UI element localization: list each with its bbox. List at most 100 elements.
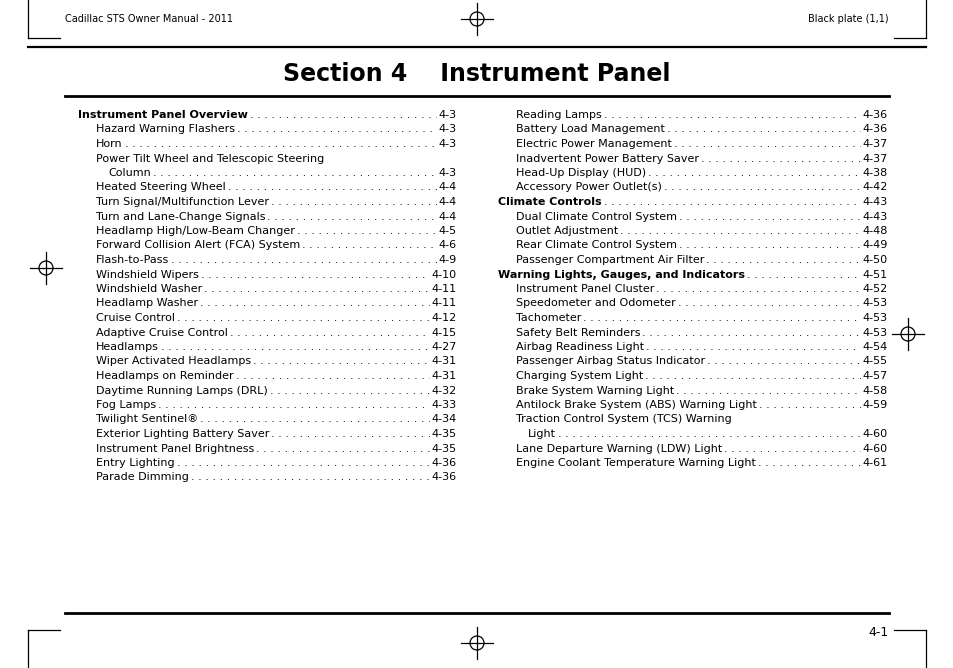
Text: . . . . . . . . . . . . . . . . . . . . . . . . . . . . . . . . . . . . . . . . : . . . . . . . . . . . . . . . . . . . . … [200,299,953,309]
Text: . . . . . . . . . . . . . . . . . . . . . . . . . . . . . . . . . . . . . . . . : . . . . . . . . . . . . . . . . . . . . … [679,240,953,250]
Text: Accessory Power Outlet(s): Accessory Power Outlet(s) [516,182,661,192]
Text: 4-11: 4-11 [432,299,456,309]
Text: . . . . . . . . . . . . . . . . . . . . . . . . . . . . . . . . . . . . . . . . : . . . . . . . . . . . . . . . . . . . . … [558,429,953,439]
Text: Reading Lamps: Reading Lamps [516,110,601,120]
Text: . . . . . . . . . . . . . . . . . . . . . . . . . . . . . . . . . . . . . . . . : . . . . . . . . . . . . . . . . . . . . … [125,139,953,149]
Text: . . . . . . . . . . . . . . . . . . . . . . . . . . . . . . . . . . . . . . . . : . . . . . . . . . . . . . . . . . . . . … [705,255,953,265]
Text: . . . . . . . . . . . . . . . . . . . . . . . . . . . . . . . . . . . . . . . . : . . . . . . . . . . . . . . . . . . . . … [677,299,953,309]
Text: Cadillac STS Owner Manual - 2011: Cadillac STS Owner Manual - 2011 [65,14,233,24]
Text: . . . . . . . . . . . . . . . . . . . . . . . . . . . . . . . . . . . . . . . . : . . . . . . . . . . . . . . . . . . . . … [176,458,953,468]
Text: . . . . . . . . . . . . . . . . . . . . . . . . . . . . . . . . . . . . . . . . : . . . . . . . . . . . . . . . . . . . . … [583,313,953,323]
Text: . . . . . . . . . . . . . . . . . . . . . . . . . . . . . . . . . . . . . . . . : . . . . . . . . . . . . . . . . . . . . … [250,110,953,120]
Text: 4-53: 4-53 [862,299,887,309]
Text: . . . . . . . . . . . . . . . . . . . . . . . . . . . . . . . . . . . . . . . . : . . . . . . . . . . . . . . . . . . . . … [645,342,953,352]
Text: Entry Lighting: Entry Lighting [96,458,174,468]
Text: 4-5: 4-5 [438,226,456,236]
Text: Speedometer and Odometer: Speedometer and Odometer [516,299,675,309]
Text: 4-36: 4-36 [432,458,456,468]
Text: 4-60: 4-60 [862,429,887,439]
Text: Headlamp Washer: Headlamp Washer [96,299,198,309]
Text: 4-53: 4-53 [862,313,887,323]
Text: . . . . . . . . . . . . . . . . . . . . . . . . . . . . . . . . . . . . . . . . : . . . . . . . . . . . . . . . . . . . . … [228,182,953,192]
Text: . . . . . . . . . . . . . . . . . . . . . . . . . . . . . . . . . . . . . . . . : . . . . . . . . . . . . . . . . . . . . … [172,255,953,265]
Text: 4-11: 4-11 [432,284,456,294]
Text: 4-53: 4-53 [862,327,887,337]
Text: . . . . . . . . . . . . . . . . . . . . . . . . . . . . . . . . . . . . . . . . : . . . . . . . . . . . . . . . . . . . . … [706,357,953,367]
Text: . . . . . . . . . . . . . . . . . . . . . . . . . . . . . . . . . . . . . . . . : . . . . . . . . . . . . . . . . . . . . … [663,182,953,192]
Text: Windshield Washer: Windshield Washer [96,284,202,294]
Text: . . . . . . . . . . . . . . . . . . . . . . . . . . . . . . . . . . . . . . . . : . . . . . . . . . . . . . . . . . . . . … [679,212,953,222]
Text: . . . . . . . . . . . . . . . . . . . . . . . . . . . . . . . . . . . . . . . . : . . . . . . . . . . . . . . . . . . . . … [302,240,953,250]
Text: 4-4: 4-4 [438,212,456,222]
Text: Parade Dimming: Parade Dimming [96,472,189,482]
Text: Dual Climate Control System: Dual Climate Control System [516,212,677,222]
Text: 4-61: 4-61 [862,458,887,468]
Text: 4-1: 4-1 [868,627,888,639]
Text: Flash-to-Pass: Flash-to-Pass [96,255,169,265]
Text: 4-3: 4-3 [438,168,456,178]
Text: Rear Climate Control System: Rear Climate Control System [516,240,677,250]
Text: Climate Controls: Climate Controls [497,197,601,207]
Text: Exterior Lighting Battery Saver: Exterior Lighting Battery Saver [96,429,269,439]
Text: . . . . . . . . . . . . . . . . . . . . . . . . . . . . . . . . . . . . . . . . : . . . . . . . . . . . . . . . . . . . . … [204,284,953,294]
Text: . . . . . . . . . . . . . . . . . . . . . . . . . . . . . . . . . . . . . . . . : . . . . . . . . . . . . . . . . . . . . … [253,357,953,367]
Text: . . . . . . . . . . . . . . . . . . . . . . . . . . . . . . . . . . . . . . . . : . . . . . . . . . . . . . . . . . . . . … [641,327,953,337]
Text: . . . . . . . . . . . . . . . . . . . . . . . . . . . . . . . . . . . . . . . . : . . . . . . . . . . . . . . . . . . . . … [758,400,953,410]
Text: 4-3: 4-3 [438,124,456,134]
Text: Wiper Activated Headlamps: Wiper Activated Headlamps [96,357,251,367]
Text: Lane Departure Warning (LDW) Light: Lane Departure Warning (LDW) Light [516,444,721,454]
Text: Instrument Panel Overview: Instrument Panel Overview [78,110,248,120]
Text: . . . . . . . . . . . . . . . . . . . . . . . . . . . . . . . . . . . . . . . . : . . . . . . . . . . . . . . . . . . . . … [723,444,953,454]
Text: Engine Coolant Temperature Warning Light: Engine Coolant Temperature Warning Light [516,458,755,468]
Text: . . . . . . . . . . . . . . . . . . . . . . . . . . . . . . . . . . . . . . . . : . . . . . . . . . . . . . . . . . . . . … [270,385,953,395]
Text: Brake System Warning Light: Brake System Warning Light [516,385,674,395]
Text: Twilight Sentinel®: Twilight Sentinel® [96,415,198,424]
Text: 4-6: 4-6 [438,240,456,250]
Text: 4-58: 4-58 [862,385,887,395]
Text: Forward Collision Alert (FCA) System: Forward Collision Alert (FCA) System [96,240,300,250]
Text: 4-49: 4-49 [862,240,887,250]
Text: 4-50: 4-50 [862,255,887,265]
Text: . . . . . . . . . . . . . . . . . . . . . . . . . . . . . . . . . . . . . . . . : . . . . . . . . . . . . . . . . . . . . … [647,168,953,178]
Text: 4-43: 4-43 [862,212,887,222]
Text: . . . . . . . . . . . . . . . . . . . . . . . . . . . . . . . . . . . . . . . . : . . . . . . . . . . . . . . . . . . . . … [666,124,953,134]
Text: Light: Light [527,429,556,439]
Text: Section 4    Instrument Panel: Section 4 Instrument Panel [283,62,670,86]
Text: Turn Signal/Multifunction Lever: Turn Signal/Multifunction Lever [96,197,269,207]
Text: . . . . . . . . . . . . . . . . . . . . . . . . . . . . . . . . . . . . . . . . : . . . . . . . . . . . . . . . . . . . . … [256,444,953,454]
Text: Passenger Airbag Status Indicator: Passenger Airbag Status Indicator [516,357,704,367]
Text: Horn: Horn [96,139,123,149]
Text: Adaptive Cruise Control: Adaptive Cruise Control [96,327,228,337]
Text: 4-52: 4-52 [862,284,887,294]
Text: . . . . . . . . . . . . . . . . . . . . . . . . . . . . . . . . . . . . . . . . : . . . . . . . . . . . . . . . . . . . . … [644,371,953,381]
Text: Charging System Light: Charging System Light [516,371,642,381]
Text: . . . . . . . . . . . . . . . . . . . . . . . . . . . . . . . . . . . . . . . . : . . . . . . . . . . . . . . . . . . . . … [201,269,953,279]
Text: 4-33: 4-33 [432,400,456,410]
Text: . . . . . . . . . . . . . . . . . . . . . . . . . . . . . . . . . . . . . . . . : . . . . . . . . . . . . . . . . . . . . … [271,429,953,439]
Text: 4-42: 4-42 [862,182,887,192]
Text: Passenger Compartment Air Filter: Passenger Compartment Air Filter [516,255,703,265]
Text: . . . . . . . . . . . . . . . . . . . . . . . . . . . . . . . . . . . . . . . . : . . . . . . . . . . . . . . . . . . . . … [603,197,953,207]
Text: . . . . . . . . . . . . . . . . . . . . . . . . . . . . . . . . . . . . . . . . : . . . . . . . . . . . . . . . . . . . . … [191,472,953,482]
Text: Cruise Control: Cruise Control [96,313,174,323]
Text: 4-34: 4-34 [432,415,456,424]
Text: 4-36: 4-36 [862,110,887,120]
Text: 4-57: 4-57 [862,371,887,381]
Text: Instrument Panel Brightness: Instrument Panel Brightness [96,444,254,454]
Text: Battery Load Management: Battery Load Management [516,124,664,134]
Text: . . . . . . . . . . . . . . . . . . . . . . . . . . . . . . . . . . . . . . . . : . . . . . . . . . . . . . . . . . . . . … [158,400,953,410]
Text: . . . . . . . . . . . . . . . . . . . . . . . . . . . . . . . . . . . . . . . . : . . . . . . . . . . . . . . . . . . . . … [757,458,953,468]
Text: 4-60: 4-60 [862,444,887,454]
Text: 4-3: 4-3 [438,139,456,149]
Text: Power Tilt Wheel and Telescopic Steering: Power Tilt Wheel and Telescopic Steering [96,154,324,164]
Text: Headlamps on Reminder: Headlamps on Reminder [96,371,233,381]
Text: Tachometer: Tachometer [516,313,580,323]
Text: Instrument Panel Cluster: Instrument Panel Cluster [516,284,654,294]
Text: 4-36: 4-36 [432,472,456,482]
Text: 4-37: 4-37 [862,139,887,149]
Text: 4-55: 4-55 [862,357,887,367]
Text: 4-4: 4-4 [438,197,456,207]
Text: . . . . . . . . . . . . . . . . . . . . . . . . . . . . . . . . . . . . . . . . : . . . . . . . . . . . . . . . . . . . . … [656,284,953,294]
Text: Antilock Brake System (ABS) Warning Light: Antilock Brake System (ABS) Warning Ligh… [516,400,756,410]
Text: 4-54: 4-54 [862,342,887,352]
